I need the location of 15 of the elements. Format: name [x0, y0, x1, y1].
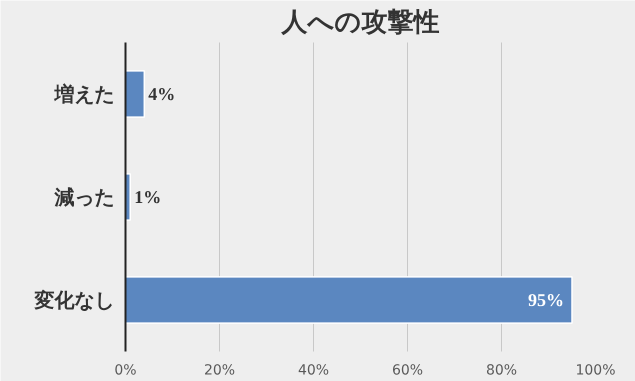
y-tick-label: 変化なし: [34, 288, 114, 312]
bar: [126, 276, 573, 324]
bar: [126, 70, 146, 118]
x-tick-label: 100%: [575, 362, 616, 378]
data-label: 4%: [148, 84, 176, 104]
chart-title: 人への攻撃性: [280, 8, 440, 38]
y-tick-label: 減った: [54, 185, 114, 209]
x-tick-label: 20%: [204, 362, 236, 378]
x-tick-label: 40%: [298, 362, 330, 378]
x-tick-label: 80%: [486, 362, 518, 378]
x-tick-label: 60%: [392, 362, 424, 378]
y-tick-label: 増えた: [54, 82, 114, 106]
data-label: 1%: [134, 187, 162, 207]
x-tick-label: 0%: [114, 362, 137, 378]
data-label: 95%: [528, 290, 564, 310]
